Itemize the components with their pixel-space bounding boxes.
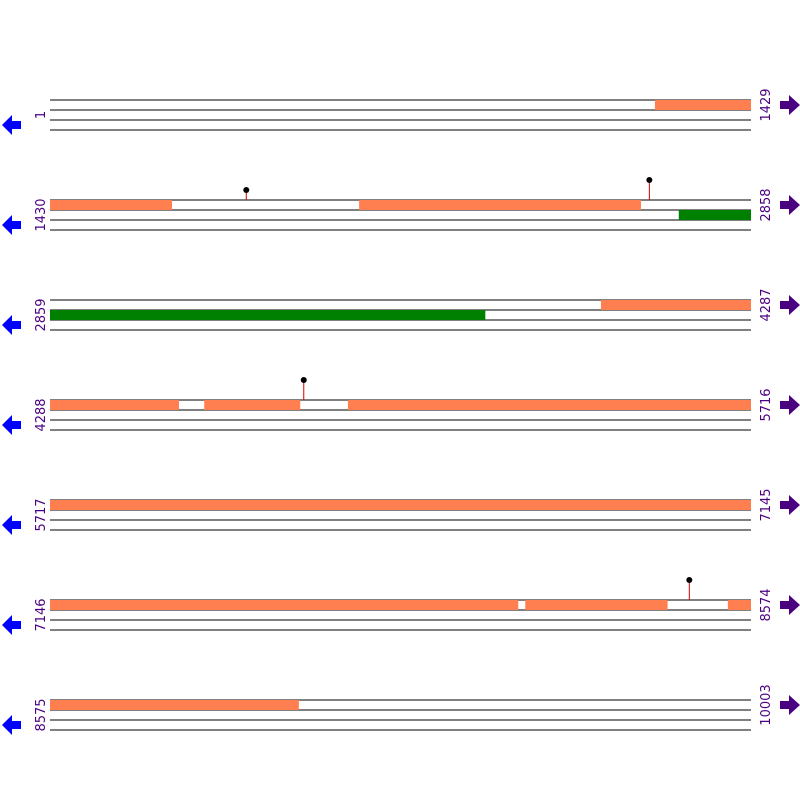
end-coordinate: 10003: [759, 684, 774, 725]
sequence-row: 4288 5716: [2, 377, 800, 435]
start-coordinate: 4288: [34, 398, 49, 431]
forward-strand-arrow-icon: [780, 595, 800, 615]
orange-feature-block[interactable]: [204, 400, 301, 410]
end-coordinate: 7145: [759, 488, 774, 521]
start-coordinate: 5717: [34, 498, 49, 531]
site-marker[interactable]: [300, 377, 307, 383]
sequence-row: 5717 7145: [2, 488, 800, 535]
sequence-row: 1430 2858: [2, 177, 800, 235]
site-marker[interactable]: [686, 577, 693, 583]
sequence-row: 8575 10003: [2, 684, 800, 735]
reverse-strand-arrow-icon: [2, 515, 21, 535]
orange-feature-block[interactable]: [50, 600, 519, 610]
end-coordinate: 8574: [759, 588, 774, 621]
orange-feature-block[interactable]: [525, 600, 668, 610]
end-coordinate: 5716: [759, 388, 774, 421]
reverse-strand-arrow-icon: [2, 215, 21, 235]
site-marker[interactable]: [243, 187, 250, 193]
reverse-strand-arrow-icon: [2, 615, 21, 635]
end-coordinate: 1429: [759, 88, 774, 121]
forward-strand-arrow-icon: [780, 395, 800, 415]
orange-feature-block[interactable]: [654, 100, 751, 110]
sequence-row: 1 1429: [2, 88, 800, 135]
orange-feature-block[interactable]: [359, 200, 641, 210]
reverse-strand-arrow-icon: [2, 415, 21, 435]
orange-feature-block[interactable]: [50, 400, 179, 410]
start-coordinate: 1430: [34, 198, 49, 231]
start-coordinate: 7146: [34, 598, 49, 631]
end-coordinate: 2858: [759, 188, 774, 221]
forward-strand-arrow-icon: [780, 195, 800, 215]
orange-feature-block[interactable]: [50, 700, 299, 710]
reverse-strand-arrow-icon: [2, 715, 21, 735]
green-feature-block[interactable]: [50, 310, 486, 320]
green-feature-block[interactable]: [678, 210, 751, 220]
orange-feature-block[interactable]: [600, 300, 751, 310]
forward-strand-arrow-icon: [780, 495, 800, 515]
start-coordinate: 8575: [34, 698, 49, 731]
start-coordinate: 1: [34, 111, 49, 119]
sequence-row: 2859 4287: [2, 288, 800, 335]
reverse-strand-arrow-icon: [2, 315, 21, 335]
start-coordinate: 2859: [34, 298, 49, 331]
forward-strand-arrow-icon: [780, 695, 800, 715]
end-coordinate: 4287: [759, 288, 774, 321]
orange-feature-block[interactable]: [347, 400, 751, 410]
sequence-row: 7146 8574: [2, 577, 800, 635]
orange-feature-block[interactable]: [50, 200, 172, 210]
forward-strand-arrow-icon: [780, 95, 800, 115]
orange-feature-block[interactable]: [727, 600, 751, 610]
reverse-strand-arrow-icon: [2, 115, 21, 135]
site-marker[interactable]: [646, 177, 653, 183]
forward-strand-arrow-icon: [780, 295, 800, 315]
orange-feature-block[interactable]: [50, 500, 751, 510]
